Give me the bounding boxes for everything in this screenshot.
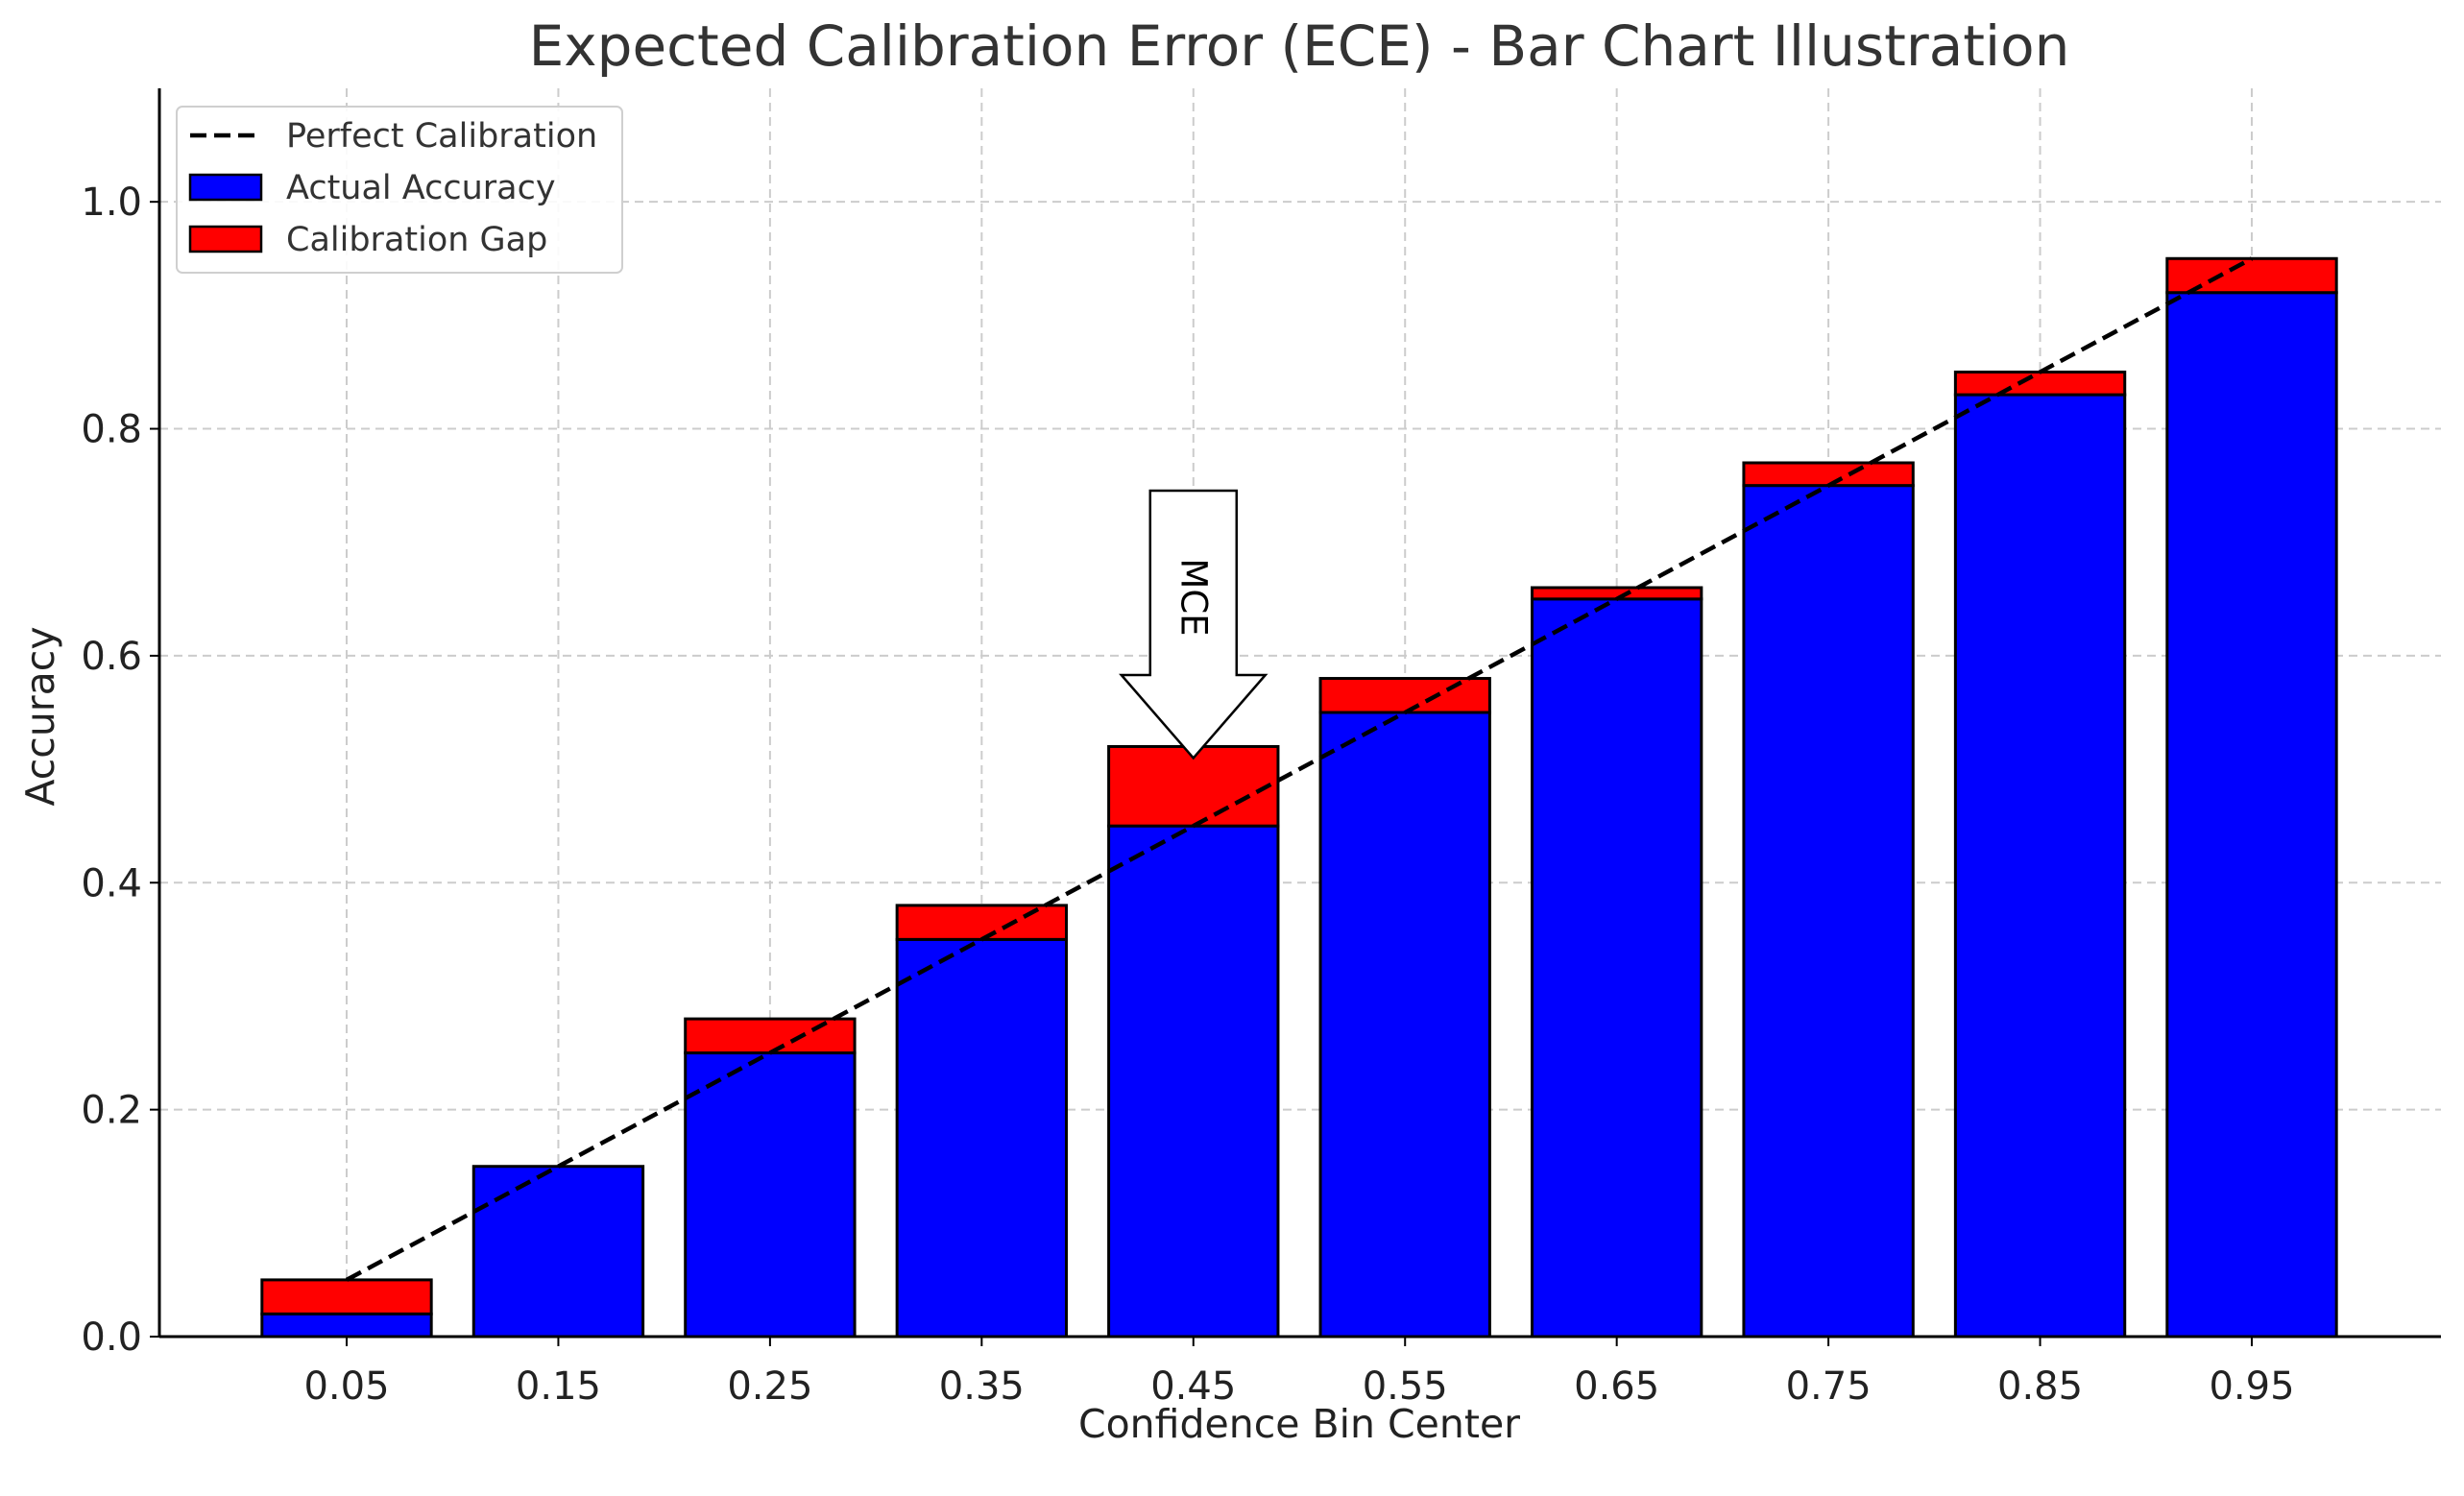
legend-swatch-calibration-gap xyxy=(188,225,263,253)
x-tick-label-0.65: 0.65 xyxy=(1574,1364,1659,1409)
x-tick-label-0.95: 0.95 xyxy=(2209,1364,2294,1409)
y-tick-label-0.6: 0.6 xyxy=(81,635,142,679)
mce-arrow-icon xyxy=(1119,489,1268,760)
x-tick-label-0.45: 0.45 xyxy=(1150,1364,1236,1409)
gap-bar-0.25 xyxy=(684,1017,857,1055)
ticks: 0.05 0.15 0.25 0.35 0.45 0.55 0.65 0.75 0.85 0.95… xyxy=(81,181,2294,1409)
gap-bar-0.05 xyxy=(260,1278,433,1315)
accuracy-bar-0.05 xyxy=(260,1312,433,1339)
accuracy-bar-0.65 xyxy=(1530,597,1703,1339)
y-tick-label-0.2: 0.2 xyxy=(81,1089,142,1133)
y-tick-label-0.0: 0.0 xyxy=(81,1315,142,1360)
legend-label-calibration-gap: Calibration Gap xyxy=(286,221,547,259)
x-tick-label-0.35: 0.35 xyxy=(939,1364,1025,1409)
legend-label-perfect-calibration: Perfect Calibration xyxy=(286,117,597,156)
legend: Perfect Calibration Actual Accuracy Calibr… xyxy=(176,106,623,274)
accuracy-bar-0.25 xyxy=(684,1051,857,1339)
legend-box xyxy=(176,106,623,274)
x-tick-label-0.85: 0.85 xyxy=(1997,1364,2083,1409)
y-tick-label-0.8: 0.8 xyxy=(81,408,142,452)
y-axis-label: Accuracy xyxy=(17,626,63,806)
gap-bar-0.85 xyxy=(1953,370,2127,397)
x-tick-label-0.25: 0.25 xyxy=(727,1364,812,1409)
accuracy-bar-0.45 xyxy=(1107,824,1280,1339)
x-tick-label-0.55: 0.55 xyxy=(1363,1364,1448,1409)
accuracy-bar-0.55 xyxy=(1318,711,1491,1339)
x-tick-label-0.15: 0.15 xyxy=(516,1364,601,1409)
mce-annotation: MCE xyxy=(1119,489,1268,760)
gap-bar-0.95 xyxy=(2165,256,2338,295)
accuracy-bar-0.85 xyxy=(1953,393,2127,1339)
axes xyxy=(157,88,2441,1339)
mce-label: MCE xyxy=(1172,558,1214,636)
perfect-calibration-dashed-line xyxy=(345,256,2254,1282)
legend-label-actual-accuracy: Actual Accuracy xyxy=(286,169,556,207)
bars xyxy=(260,256,2338,1339)
gap-bar-0.35 xyxy=(895,904,1069,941)
x-tick-label-0.75: 0.75 xyxy=(1786,1364,1872,1409)
chart-title: Expected Calibration Error (ECE) - Bar C… xyxy=(529,13,2070,79)
accuracy-bar-0.75 xyxy=(1742,484,1915,1339)
gap-bar-0.55 xyxy=(1318,677,1491,714)
gap-bar-0.75 xyxy=(1742,461,1915,488)
y-tick-label-0.4: 0.4 xyxy=(81,861,142,905)
accuracy-bar-0.35 xyxy=(895,937,1069,1339)
legend-swatch-actual-accuracy xyxy=(188,173,263,202)
x-axis-label: Confidence Bin Center xyxy=(1078,1401,1520,1447)
x-tick-label-0.05: 0.05 xyxy=(303,1364,389,1409)
accuracy-bar-0.15 xyxy=(471,1165,645,1339)
accuracy-bar-0.95 xyxy=(2165,291,2338,1339)
y-tick-label-1.0: 1.0 xyxy=(81,181,142,225)
perfect-calibration-line xyxy=(345,256,2254,1282)
